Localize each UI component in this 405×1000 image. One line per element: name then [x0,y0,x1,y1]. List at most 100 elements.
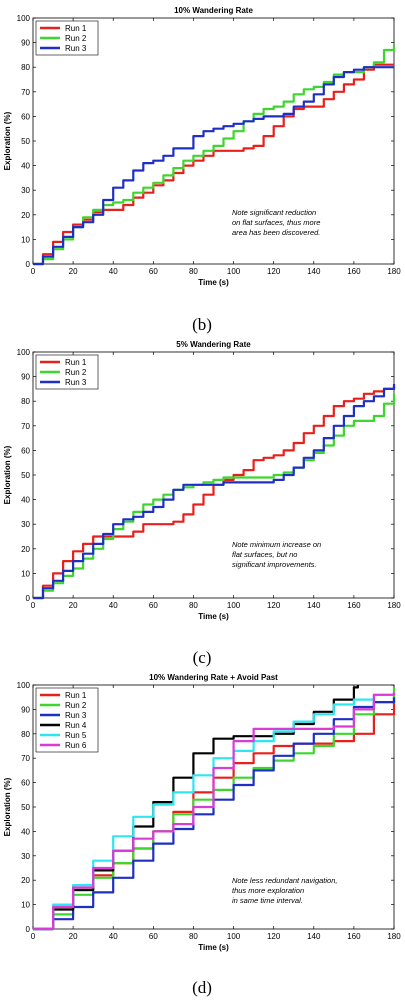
x-tick-label: 80 [189,932,198,941]
x-tick-label: 180 [387,267,401,276]
y-tick-label: 70 [21,754,30,763]
legend-label-2: Run 2 [65,34,87,43]
legend-label-2: Run 2 [65,701,87,710]
y-axis-label: Exploration (%) [3,111,12,170]
y-tick-label: 90 [21,373,30,382]
y-tick-label: 70 [21,422,30,431]
x-tick-label: 120 [267,932,281,941]
legend-label-3: Run 3 [65,44,87,53]
series-line-6 [33,692,396,931]
y-axis-label: Exploration (%) [3,445,12,504]
y-tick-label: 70 [21,88,30,97]
x-tick-label: 160 [347,601,361,610]
y-tick-label: 40 [21,496,30,505]
x-tick-label: 40 [109,601,118,610]
y-tick-label: 40 [21,827,30,836]
x-tick-label: 40 [109,267,118,276]
note-line-3: area has been discovered. [232,228,320,237]
y-tick-label: 60 [21,446,30,455]
x-tick-label: 100 [227,601,241,610]
x-tick-label: 160 [347,932,361,941]
x-tick-label: 180 [387,601,401,610]
y-tick-label: 90 [21,705,30,714]
legend-label-4: Run 4 [65,721,87,730]
y-tick-label: 0 [26,260,31,269]
note-line-2: on flat surfaces, thus more [232,218,320,227]
chart-panel-2: 10% Wandering Rate + Avoid Past 0 20 40 60 80… [3,673,401,997]
x-axis-label: Time (s) [198,943,229,952]
x-tick-label: 0 [31,932,36,941]
note-line-2: flat surfaces, but no [232,550,297,559]
panel-caption: (d) [192,978,212,997]
y-tick-label: 80 [21,730,30,739]
x-axis-label: Time (s) [198,612,229,621]
x-tick-label: 60 [149,932,158,941]
y-tick-label: 40 [21,162,30,171]
y-tick-label: 100 [17,348,31,357]
x-tick-label: 120 [267,267,281,276]
y-tick-label: 50 [21,803,30,812]
note-line-3: significant improvements. [232,560,317,569]
x-tick-label: 20 [69,601,78,610]
note-line-1: Note less redundant navigation, [232,876,338,885]
note-line-1: Note minimum increase on [232,540,321,549]
x-tick-label: 100 [227,932,241,941]
x-tick-label: 140 [307,601,321,610]
y-tick-label: 30 [21,520,30,529]
legend-label-1: Run 1 [65,358,87,367]
y-tick-label: 60 [21,112,30,121]
y-tick-label: 20 [21,545,30,554]
x-tick-label: 60 [149,601,158,610]
panel-caption: (b) [192,315,212,334]
chart-title: 10% Wandering Rate [174,6,253,15]
x-tick-label: 140 [307,932,321,941]
y-tick-label: 100 [17,681,31,690]
note-line-1: Note significant reduction [232,208,316,217]
y-tick-label: 50 [21,137,30,146]
x-tick-label: 180 [387,932,401,941]
y-tick-label: 30 [21,186,30,195]
legend-label-5: Run 5 [65,731,87,740]
chart-title: 5% Wandering Rate [176,340,251,349]
x-tick-label: 120 [267,601,281,610]
note-line-3: in same time interval. [232,896,303,905]
legend-label-1: Run 1 [65,24,87,33]
y-axis-label: Exploration (%) [3,777,12,836]
y-tick-label: 20 [21,211,30,220]
y-tick-label: 30 [21,852,30,861]
series-line-3 [33,66,394,266]
y-tick-label: 50 [21,471,30,480]
x-tick-label: 140 [307,267,321,276]
note-line-2: thus more exploration [232,886,304,895]
series-line-3 [33,384,396,600]
y-tick-label: 100 [17,14,31,23]
legend-label-1: Run 1 [65,691,87,700]
series-line-5 [33,692,396,931]
y-tick-label: 0 [26,925,31,934]
x-tick-label: 60 [149,267,158,276]
y-tick-label: 0 [26,594,31,603]
x-tick-label: 0 [31,601,36,610]
x-axis-label: Time (s) [198,278,229,287]
y-tick-label: 10 [21,901,30,910]
chart-title: 10% Wandering Rate + Avoid Past [149,673,278,682]
legend-label-6: Run 6 [65,741,87,750]
x-tick-label: 80 [189,601,198,610]
y-tick-label: 10 [21,569,30,578]
y-tick-label: 20 [21,876,30,885]
panel-caption: (c) [193,648,212,667]
x-tick-label: 40 [109,932,118,941]
y-tick-label: 90 [21,39,30,48]
series-line-1 [33,386,396,600]
x-tick-label: 20 [69,932,78,941]
x-tick-label: 80 [189,267,198,276]
x-tick-label: 100 [227,267,241,276]
legend-label-2: Run 2 [65,368,87,377]
y-tick-label: 80 [21,63,30,72]
x-tick-label: 0 [31,267,36,276]
y-tick-label: 60 [21,779,30,788]
y-tick-label: 10 [21,235,30,244]
legend-label-3: Run 3 [65,378,87,387]
